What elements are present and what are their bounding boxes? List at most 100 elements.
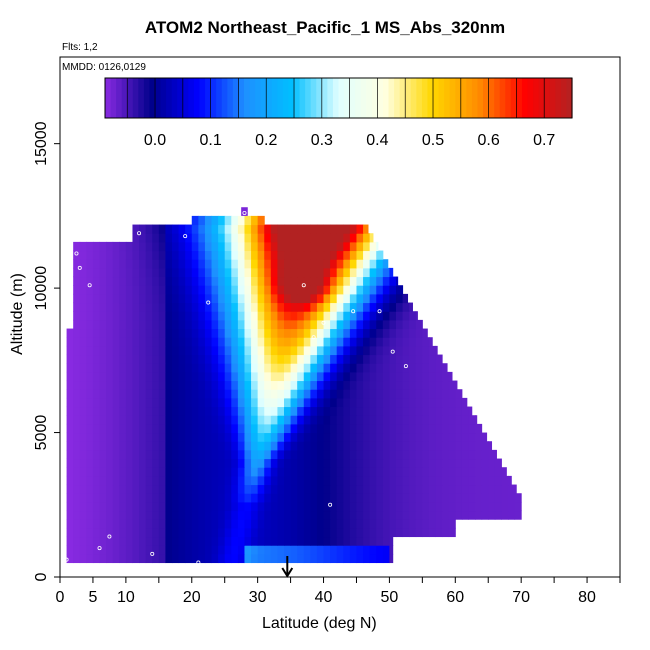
heatmap-cell [224,215,232,226]
heatmap-cell [442,449,450,460]
heatmap-cell [488,501,496,512]
heatmap-cell [336,285,344,295]
heatmap-cell [224,354,232,364]
heatmap-cell [125,510,133,520]
heatmap-cell [139,519,147,529]
heatmap-cell [224,467,232,477]
heatmap-cell [251,267,259,278]
heatmap-cell [119,363,127,373]
heatmap-cell [119,241,127,252]
heatmap-cell [198,259,206,269]
heatmap-cell [92,467,101,477]
heatmap-cell [86,467,94,477]
colorbar-segment [510,78,518,118]
heatmap-cell [244,475,252,486]
heatmap-cell [244,449,252,460]
heatmap-cell [494,484,502,494]
heatmap-cell [79,259,87,269]
heatmap-cell [132,363,140,373]
heatmap-cell [376,406,384,416]
heatmap-cell [172,311,180,321]
heatmap-cell [389,380,397,390]
colorbar-tick-label: 0.4 [366,132,388,149]
heatmap-cell [310,545,318,555]
heatmap-cell [218,319,226,330]
heatmap-cell [211,285,219,295]
heatmap-cell [79,337,87,347]
heatmap-cell [316,345,325,356]
heatmap-cell [303,527,311,538]
heatmap-cell [251,432,259,442]
heatmap-cell [145,536,153,546]
heatmap-cell [323,475,331,486]
colorbar-segment [160,78,167,118]
heatmap-cell [92,293,101,304]
heatmap-cell [152,259,160,269]
heatmap-cell [316,553,325,564]
heatmap-cell [237,484,245,494]
heatmap-cell [204,371,213,382]
heatmap-cell [251,319,259,330]
heatmap-cell [349,553,357,564]
heatmap-cell [277,302,285,312]
heatmap-cell [343,484,351,494]
heatmap-cell [270,415,278,425]
heatmap-cell [303,371,311,382]
heatmap-cell [165,293,173,304]
heatmap-cell [172,553,180,564]
heatmap-cell [237,259,245,269]
heatmap-cell [376,285,384,295]
heatmap-cell [409,441,417,451]
heatmap-cell [86,519,94,529]
heatmap-cell [428,389,437,399]
heatmap-cell [501,510,509,520]
heatmap-cell [264,493,272,503]
heatmap-cell [99,241,107,252]
heatmap-cell [92,397,101,408]
heatmap-cell [349,484,357,494]
heatmap-cell [343,510,351,520]
heatmap-cell [402,328,410,338]
heatmap-cell [376,293,384,304]
heatmap-cell [303,406,311,416]
heatmap-cell [125,484,133,494]
heatmap-cell [198,475,206,486]
heatmap-cell [185,250,193,260]
heatmap-cell [185,432,193,442]
heatmap-cell [86,363,94,373]
heatmap-cell [191,241,199,252]
heatmap-cell [185,467,193,477]
heatmap-cell [461,484,469,494]
heatmap-cell [185,545,193,555]
heatmap-cell [112,449,120,460]
heatmap-cell [290,319,298,330]
heatmap-cell [284,484,292,494]
heatmap-cell [139,458,147,468]
heatmap-cell [422,406,430,416]
heatmap-cell [343,458,351,468]
heatmap-cell [349,493,357,503]
heatmap-cell [99,545,107,555]
heatmap-cell [488,467,496,477]
heatmap-cell [237,415,245,425]
heatmap-cell [172,501,180,512]
heatmap-cell [139,311,147,321]
heatmap-cell [251,423,259,434]
heatmap-cell [396,319,404,330]
heatmap-cell [349,363,357,373]
heatmap-cell [119,354,127,364]
colorbar-segment [555,78,562,118]
heatmap-cell [92,536,101,546]
heatmap-cell [218,553,226,564]
heatmap-cell [376,319,384,330]
colorbar-segment [466,78,473,118]
heatmap-cell [73,441,81,451]
heatmap-cell [112,397,120,408]
heatmap-cell [336,302,344,312]
heatmap-cell [185,233,193,243]
heatmap-cell [343,311,351,321]
heatmap-cell [264,233,272,243]
heatmap-cell [356,311,364,321]
heatmap-cell [402,345,410,356]
heatmap-cell [382,311,390,321]
